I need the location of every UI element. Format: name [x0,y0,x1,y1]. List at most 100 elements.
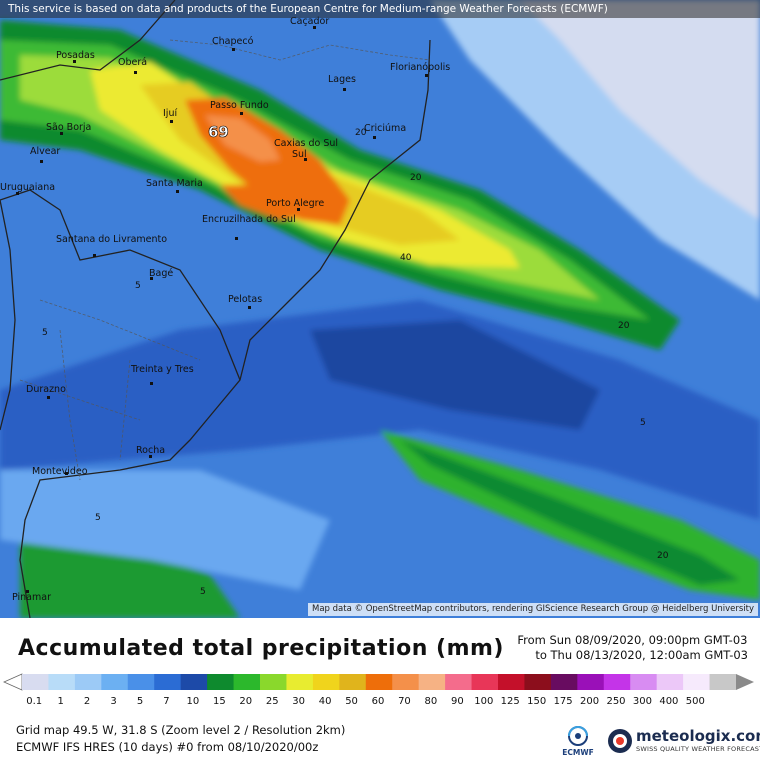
color-scale: 0.1 1 2 3 5 7 10 15 20 25 30 40 50 60 70 80 90 100 125 150 1… [3,673,754,707]
southwest-light-area [0,470,330,590]
contour-label: 20 [618,321,630,331]
scale-swatch [683,674,711,690]
scale-arrow-left [3,673,23,691]
city-label-sub: Sul [292,149,307,160]
scale-label: 7 [163,696,169,707]
period-to: to Thu 08/13/2020, 12:00am GMT-03 [535,648,748,662]
city-label: Montevideo [32,466,88,477]
scale-swatch [445,674,473,690]
scale-arrow-right [736,674,754,690]
scale-label: 10 [187,696,200,707]
city-label: Uruguaiana [0,182,55,193]
footer-info: Grid map 49.5 W, 31.8 S (Zoom level 2 / … [16,722,345,756]
scale-swatch [418,674,446,690]
city-label: Encruzilhada do Sul [202,214,296,225]
scale-label: 500 [686,696,705,707]
legend-title: Accumulated total precipitation (mm) [18,636,504,661]
scale-label: 400 [659,696,678,707]
contour-label: 20 [410,173,422,183]
scale-swatch [286,674,314,690]
scale-swatch [22,674,49,690]
scale-swatch [524,674,552,690]
scale-label: 125 [501,696,520,707]
southern-dark-green-band [400,440,740,585]
scale-swatch [656,674,684,690]
scale-label: 70 [398,696,411,707]
scale-label: 150 [527,696,546,707]
scale-swatch [154,674,182,690]
dark-blue-band [0,300,760,520]
city-label: Florianópolis [390,62,450,73]
city-label: Durazno [26,384,66,395]
scale-label: 175 [554,696,573,707]
ecmwf-logo-icon [568,726,588,746]
scale-swatch [365,674,393,690]
scale-swatch [312,674,340,690]
department-borders [19,299,201,481]
grid-info: Grid map 49.5 W, 31.8 S (Zoom level 2 / … [16,723,346,737]
scale-label: 300 [633,696,652,707]
heavy-precip-core-2 [220,185,320,220]
city-label: Caçador [290,16,329,27]
city-label: Treinta y Tres [130,364,194,375]
scale-swatch [339,674,367,690]
city-label: Porto Alegre [266,198,324,209]
scale-swatch [498,674,525,690]
scale-label: 90 [451,696,464,707]
scale-label: 25 [266,696,279,707]
scale-label: 30 [292,696,305,707]
city-label: Ijuí [163,108,177,119]
southwest-green-patch [20,540,240,618]
scale-label: 80 [425,696,438,707]
scale-swatch [74,674,102,690]
scale-swatch [48,674,76,690]
scale-swatch [127,674,155,690]
scale-swatch [603,674,631,690]
model-info: ECMWF IFS HRES (10 days) #0 from 08/10/2… [16,740,319,754]
meteologix-logo[interactable]: meteologix.com SWISS QUALITY WEATHER FOR… [606,724,760,758]
scale-label: 250 [606,696,625,707]
data-notice: This service is based on data and produc… [0,0,760,18]
city-label: Caxias do Sul [274,138,338,149]
meteologix-name: meteologix.com [636,727,760,745]
precipitation-map[interactable]: 20 20 40 20 5 5 5 5 20 5 69 Caçador Chap… [0,0,760,618]
contour-label: 5 [135,281,141,291]
city-label: Criciúma [364,123,406,134]
city-label: Posadas [56,50,95,61]
city-label: Santana do Livramento [56,234,167,245]
scale-swatch [207,674,235,690]
dark-blue-patch [310,320,600,430]
map-attribution[interactable]: Map data © OpenStreetMap contributors, r… [308,603,758,616]
scale-label: 20 [239,696,252,707]
max-value-label: 69 [208,123,229,141]
city-label: São Borja [46,122,91,133]
max-precip-core [205,115,280,162]
contour-label: 5 [42,328,48,338]
contour-label: 5 [95,513,101,523]
scale-label: 100 [474,696,493,707]
border-uruguay-argentina [0,199,16,431]
period-from: From Sun 08/09/2020, 09:00pm GMT-03 [517,633,748,647]
scale-swatch [471,674,499,690]
ecmwf-logo[interactable]: ECMWF [558,724,598,758]
scale-label: 1 [57,696,63,707]
contour-label: 20 [657,551,669,561]
lightest-precip-area [520,0,760,220]
scale-swatch [577,674,605,690]
scale-label: 3 [110,696,116,707]
city-label: Lages [328,74,356,85]
city-label: Bagé [149,268,173,279]
city-label: Alvear [30,146,60,157]
scale-swatch [709,674,737,690]
scale-swatch [233,674,261,690]
city-label: Rocha [136,445,165,456]
scale-swatch [260,674,287,690]
scale-label: 40 [319,696,332,707]
forecast-period: From Sun 08/09/2020, 09:00pm GMT-03 to T… [517,633,748,663]
scale-swatch [392,674,420,690]
scale-swatch [180,674,208,690]
scale-swatch [550,674,578,690]
meteologix-logo-icon [608,729,632,753]
city-label: Passo Fundo [210,100,269,111]
border-argentina-brazil [0,0,176,81]
